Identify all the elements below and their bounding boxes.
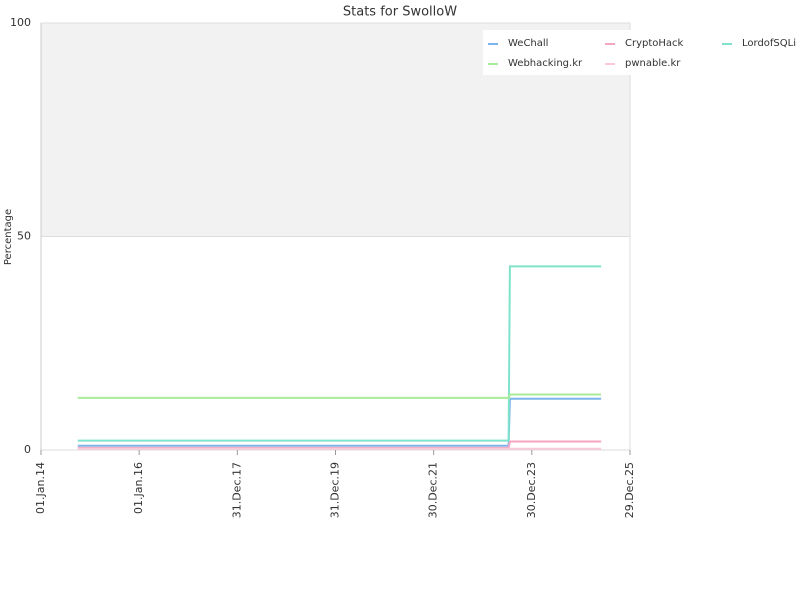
legend-label: WeChall	[508, 38, 548, 49]
x-tick-label: 29.Dec.25	[623, 462, 636, 518]
y-axis-label: Percentage	[3, 209, 14, 265]
chart-title: Stats for SwolloW	[343, 5, 457, 20]
legend-label: CryptoHack	[625, 38, 684, 49]
plot-band	[41, 236, 630, 450]
y-tick-label: 50	[17, 230, 31, 243]
x-tick-label: 01.Jan.16	[132, 462, 145, 514]
x-tick-label: 30.Dec.23	[525, 462, 538, 518]
x-tick-label: 01.Jan.14	[34, 462, 47, 514]
legend-label: Webhacking.kr	[508, 58, 583, 69]
series-line	[77, 393, 602, 399]
series-line	[77, 265, 602, 442]
legend-box	[483, 30, 783, 75]
legend-label: LordofSQLi	[742, 38, 796, 49]
x-tick-label: 31.Dec.19	[329, 462, 342, 518]
y-tick-label: 0	[24, 443, 31, 456]
x-tick-label: 30.Dec.21	[427, 462, 440, 518]
x-tick-label: 31.Dec.17	[230, 462, 243, 518]
legend-label: pwnable.kr	[625, 58, 681, 69]
y-tick-label: 100	[10, 16, 31, 29]
